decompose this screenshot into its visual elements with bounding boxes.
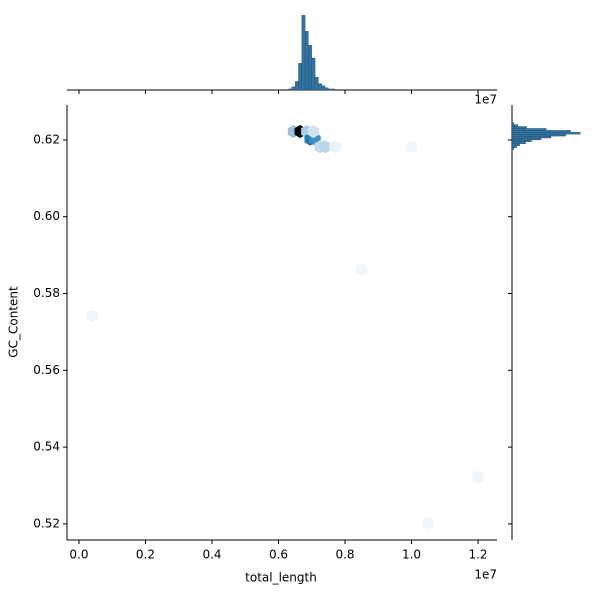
top-hist-bar xyxy=(298,63,302,91)
top-hist-bar xyxy=(288,88,292,91)
hexbin-cell xyxy=(319,140,331,154)
hexbin-cell xyxy=(86,309,98,323)
y-tick-label: 0.60 xyxy=(33,209,60,223)
x-tick-label: 0.8 xyxy=(335,548,354,562)
hexbin-cell xyxy=(405,140,418,154)
y-axis-label: GC_Content xyxy=(7,286,21,358)
x-tick-label: 0.0 xyxy=(69,548,88,562)
right-hist-bar xyxy=(511,139,532,143)
hexbin-cell xyxy=(422,516,434,530)
x-offset-label: 1e7 xyxy=(474,568,497,582)
hexbin-cell xyxy=(472,470,484,484)
right-hist-bar xyxy=(511,126,527,129)
top-hist-bar xyxy=(324,87,329,91)
hexbin-cell xyxy=(356,263,368,277)
top-hist-bar xyxy=(314,77,319,91)
x-tick-label: 0.6 xyxy=(269,548,288,562)
y-tick-label: 0.58 xyxy=(33,286,60,300)
x-tick-label: 1.0 xyxy=(402,548,421,562)
hexbin-cell xyxy=(307,125,320,138)
x-tick-label: 0.4 xyxy=(202,548,221,562)
top-hist-bar xyxy=(308,45,312,91)
right-hist-bar xyxy=(511,130,571,133)
top-hist-bar xyxy=(321,85,326,91)
right-hist-bar xyxy=(511,145,518,148)
right-hist-bar xyxy=(511,137,542,141)
top-offset-label: 1e7 xyxy=(474,93,497,107)
right-hist-bar xyxy=(511,128,547,131)
right-hist-bar xyxy=(511,143,520,146)
x-tick-label: 0.2 xyxy=(136,548,155,562)
top-hist-bar xyxy=(328,88,332,91)
right-hist-bar xyxy=(511,141,526,144)
right-hist-bar xyxy=(511,134,566,137)
y-tick-label: 0.56 xyxy=(33,363,60,377)
top-hist-bar xyxy=(294,81,299,91)
hexbin-cell xyxy=(329,140,341,154)
right-hist-bar xyxy=(511,124,518,127)
right-hist-bar xyxy=(511,147,515,150)
x-axis-label: total_length xyxy=(245,571,317,585)
top-hist-bar xyxy=(311,57,316,91)
x-tick-label: 1.2 xyxy=(468,548,487,562)
right-hist-bar xyxy=(511,122,515,125)
y-tick-label: 0.52 xyxy=(33,516,60,530)
top-hist-bar xyxy=(331,88,336,91)
top-hist-bar xyxy=(301,15,306,91)
top-hist-bar xyxy=(291,86,296,91)
right-hist-bar xyxy=(511,135,552,139)
right-hist-bar xyxy=(511,132,581,135)
top-hist-bar xyxy=(318,83,322,91)
y-tick-label: 0.54 xyxy=(33,440,60,454)
top-hist-bar xyxy=(304,31,309,91)
y-tick-label: 0.62 xyxy=(33,132,60,146)
